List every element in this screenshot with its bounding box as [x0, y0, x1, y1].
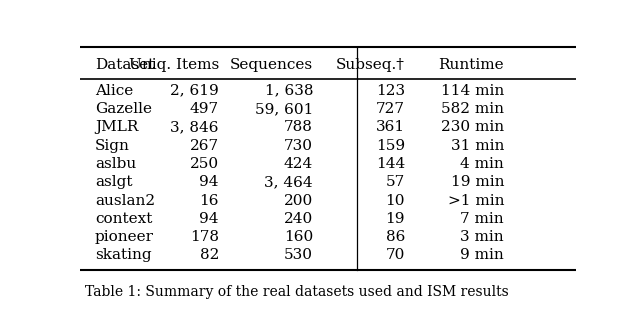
Text: Uniq. Items: Uniq. Items [129, 58, 219, 72]
Text: 730: 730 [284, 139, 313, 153]
Text: 250: 250 [189, 157, 219, 171]
Text: Subseq.†: Subseq.† [336, 58, 405, 72]
Text: 7 min: 7 min [460, 212, 504, 226]
Text: 82: 82 [200, 248, 219, 262]
Text: Runtime: Runtime [438, 58, 504, 72]
Text: 530: 530 [284, 248, 313, 262]
Text: Alice: Alice [95, 83, 133, 97]
Text: 178: 178 [190, 230, 219, 244]
Text: context: context [95, 212, 152, 226]
Text: 31 min: 31 min [451, 139, 504, 153]
Text: 19 min: 19 min [451, 175, 504, 189]
Text: 159: 159 [376, 139, 405, 153]
Text: 57: 57 [386, 175, 405, 189]
Text: 160: 160 [284, 230, 313, 244]
Text: auslan2: auslan2 [95, 194, 155, 208]
Text: 59, 601: 59, 601 [255, 102, 313, 116]
Text: 123: 123 [376, 83, 405, 97]
Text: 94: 94 [200, 212, 219, 226]
Text: 3 min: 3 min [460, 230, 504, 244]
Text: 200: 200 [284, 194, 313, 208]
Text: 70: 70 [385, 248, 405, 262]
Text: aslbu: aslbu [95, 157, 136, 171]
Text: 497: 497 [189, 102, 219, 116]
Text: 3, 846: 3, 846 [170, 120, 219, 134]
Text: 3, 464: 3, 464 [264, 175, 313, 189]
Text: 94: 94 [200, 175, 219, 189]
Text: 2, 619: 2, 619 [170, 83, 219, 97]
Text: Gazelle: Gazelle [95, 102, 152, 116]
Text: >1 min: >1 min [447, 194, 504, 208]
Text: 230 min: 230 min [441, 120, 504, 134]
Text: 19: 19 [385, 212, 405, 226]
Text: 727: 727 [376, 102, 405, 116]
Text: skating: skating [95, 248, 152, 262]
Text: 16: 16 [200, 194, 219, 208]
Text: 144: 144 [376, 157, 405, 171]
Text: Sequences: Sequences [230, 58, 313, 72]
Text: Sign: Sign [95, 139, 130, 153]
Text: JMLR: JMLR [95, 120, 138, 134]
Text: 4 min: 4 min [460, 157, 504, 171]
Text: 114 min: 114 min [441, 83, 504, 97]
Text: 361: 361 [376, 120, 405, 134]
Text: 86: 86 [385, 230, 405, 244]
Text: 10: 10 [385, 194, 405, 208]
Text: 9 min: 9 min [460, 248, 504, 262]
Text: Table 1: Summary of the real datasets used and ISM results: Table 1: Summary of the real datasets us… [85, 285, 509, 299]
Text: pioneer: pioneer [95, 230, 154, 244]
Text: 240: 240 [284, 212, 313, 226]
Text: 1, 638: 1, 638 [264, 83, 313, 97]
Text: 267: 267 [189, 139, 219, 153]
Text: 788: 788 [284, 120, 313, 134]
Text: 582 min: 582 min [441, 102, 504, 116]
Text: aslgt: aslgt [95, 175, 132, 189]
Text: 424: 424 [284, 157, 313, 171]
Text: Dataset: Dataset [95, 58, 154, 72]
